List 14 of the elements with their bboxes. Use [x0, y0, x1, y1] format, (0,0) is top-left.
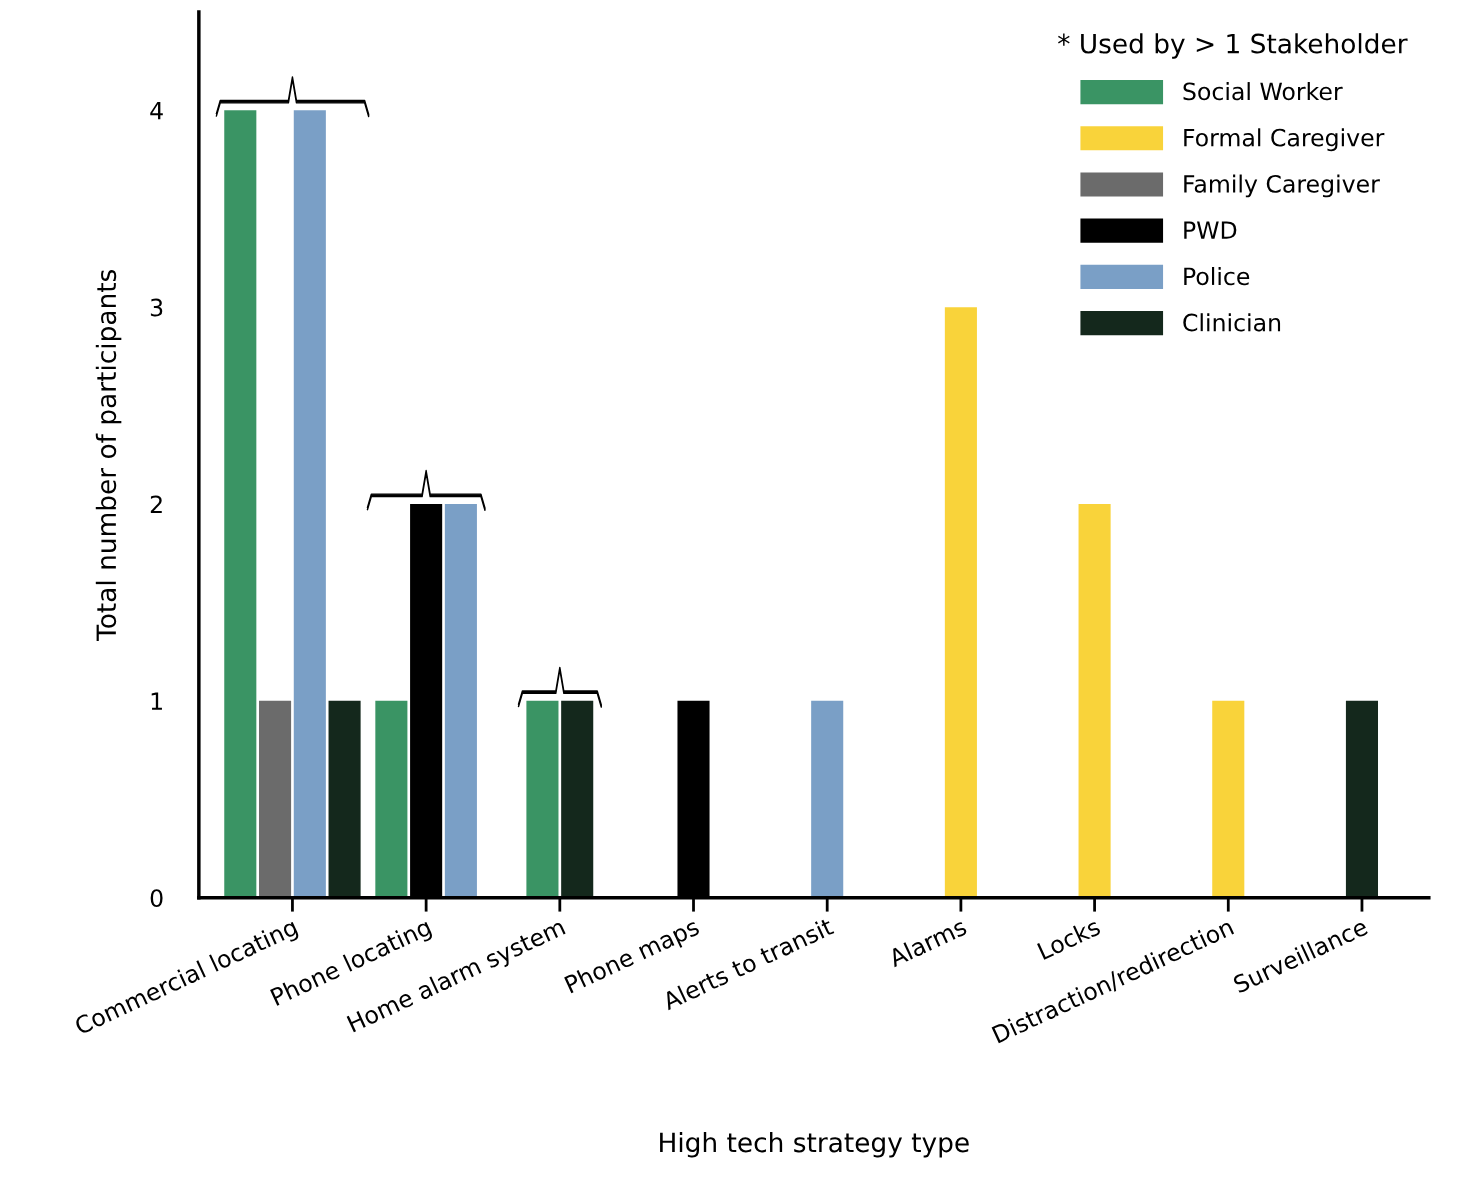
y-tick-label: 0: [150, 889, 163, 907]
legend-label: Formal Caregiver: [1184, 128, 1385, 152]
legend-label: PWD: [1184, 221, 1237, 239]
y-axis-title: Total number of participants: [95, 269, 122, 641]
y-tick-label: 1: [151, 692, 162, 710]
legend-title: * Used by > 1 Stakeholder: [1058, 33, 1408, 59]
legend-label: Family Caregiver: [1184, 174, 1380, 198]
x-axis-title: High tech strategy type: [660, 1131, 969, 1158]
legend-label: Clinician: [1183, 313, 1281, 332]
y-tick-label: 3: [150, 298, 163, 317]
legend-label: Police: [1184, 266, 1250, 286]
legend-label: Social Worker: [1183, 82, 1343, 101]
y-tick-label: 2: [150, 495, 162, 513]
y-tick-label: 4: [150, 102, 163, 120]
